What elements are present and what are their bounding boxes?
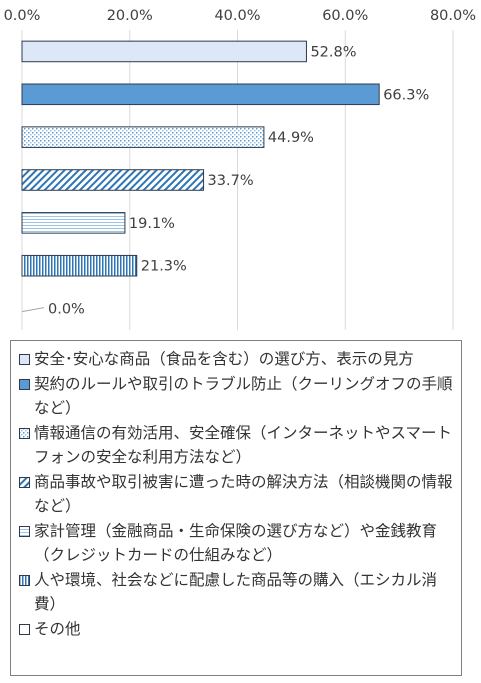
legend-label: 商品事故や取引被害に遭った時の解決方法（相談機関の情報など） (34, 473, 453, 515)
data-label: 21.3% (141, 259, 187, 275)
x-tick-label: 60.0% (322, 8, 368, 24)
legend-swatch (19, 575, 30, 586)
legend-label: その他 (34, 620, 81, 638)
legend-label: 家計管理（金融商品・生命保険の選び方など）や金銭教育（クレジットカードの仕組みな… (34, 522, 438, 564)
legend-item: 契約のルールや取引のトラブル防止（クーリングオフの手順など） (19, 372, 453, 420)
data-label: 33.7% (208, 173, 254, 189)
legend-swatch (19, 477, 30, 488)
bar (21, 83, 380, 106)
data-label: 0.0% (48, 302, 85, 318)
legend-item: 情報通信の有効活用、安全確保（インターネットやスマートフォンの安全な利用方法など… (19, 421, 453, 469)
legend-item: 家計管理（金融商品・生命保険の選び方など）や金銭教育（クレジットカードの仕組みな… (19, 519, 453, 567)
legend-swatch (19, 428, 30, 439)
x-tick-label: 80.0% (430, 8, 476, 24)
x-tick-label: 0.0% (4, 8, 41, 24)
data-label: 66.3% (383, 87, 429, 103)
legend-item: 安全･安心な商品（食品を含む）の選び方、表示の見方 (19, 347, 453, 371)
bar (21, 40, 307, 63)
data-label: 19.1% (129, 216, 175, 232)
legend-label: 情報通信の有効活用、安全確保（インターネットやスマートフォンの安全な利用方法など… (34, 424, 453, 466)
bar (21, 212, 126, 234)
legend-swatch (19, 354, 30, 365)
x-tick-label: 40.0% (214, 8, 260, 24)
legend-label: 安全･安心な商品（食品を含む）の選び方、表示の見方 (34, 350, 414, 368)
x-tick-label: 20.0% (107, 8, 153, 24)
legend: 安全･安心な商品（食品を含む）の選び方、表示の見方契約のルールや取引のトラブル防… (10, 340, 462, 676)
legend-swatch (19, 379, 30, 390)
bar-chart: 0.0% 20.0% 40.0% 60.0% 80.0% 52.8% 66.3% 44.9%… (4, 8, 476, 330)
legend-label: 人や環境、社会などに配慮した商品等の購入（エシカル消費） (34, 571, 438, 613)
bar (21, 126, 265, 148)
leader-line (21, 307, 45, 313)
bar (21, 254, 138, 277)
bar (21, 169, 205, 191)
data-label: 52.8% (310, 44, 356, 60)
data-label: 44.9% (268, 130, 314, 146)
legend-item: 人や環境、社会などに配慮した商品等の購入（エシカル消費） (19, 568, 453, 616)
legend-item: その他 (19, 617, 453, 641)
legend-swatch (19, 624, 30, 635)
legend-swatch (19, 526, 30, 537)
legend-label: 契約のルールや取引のトラブル防止（クーリングオフの手順など） (34, 375, 453, 417)
legend-item: 商品事故や取引被害に遭った時の解決方法（相談機関の情報など） (19, 470, 453, 518)
